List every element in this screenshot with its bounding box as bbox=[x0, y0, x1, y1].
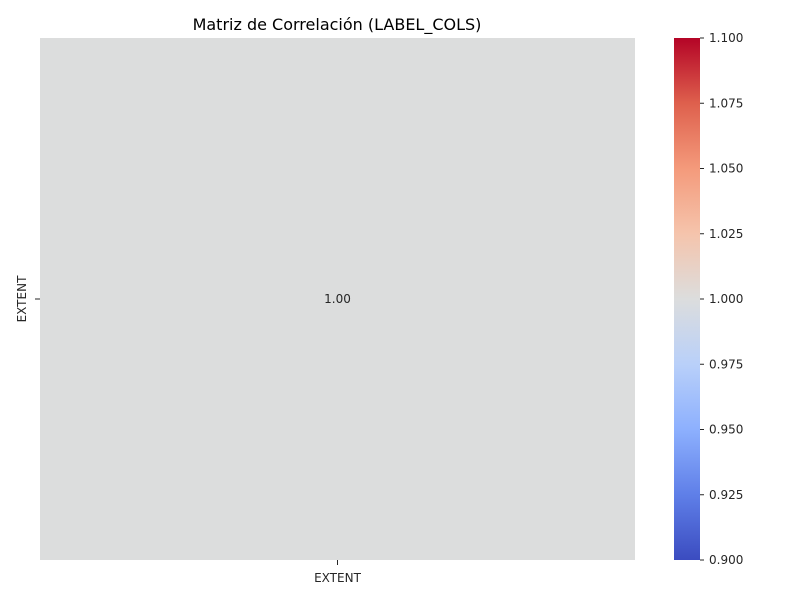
colorbar-tick-label: 0.925 bbox=[709, 488, 743, 502]
colorbar: 0.900 0.925 0.950 0.975 1.000 1.025 1.050 1.075… bbox=[674, 31, 743, 567]
x-axis: EXTENT bbox=[314, 560, 362, 585]
colorbar-tick-label: 0.975 bbox=[709, 357, 743, 371]
cell-annotation: 1.00 bbox=[324, 292, 351, 306]
colorbar-tick-label: 0.900 bbox=[709, 553, 743, 567]
colorbar-tick-label: 1.075 bbox=[709, 96, 743, 110]
colorbar-gradient bbox=[674, 38, 700, 560]
x-tick-label: EXTENT bbox=[314, 571, 361, 585]
heatmap-area: 1.00 bbox=[40, 38, 635, 560]
colorbar-tick-label: 0.950 bbox=[709, 423, 743, 437]
y-tick-label: EXTENT bbox=[15, 275, 29, 322]
colorbar-tick-label: 1.100 bbox=[709, 31, 743, 45]
chart-title: Matriz de Correlación (LABEL_COLS) bbox=[193, 15, 482, 35]
colorbar-tick-label: 1.050 bbox=[709, 162, 743, 176]
y-axis: EXTENT bbox=[15, 275, 40, 322]
heatmap-cell bbox=[40, 38, 635, 560]
colorbar-tick-label: 1.000 bbox=[709, 292, 743, 306]
colorbar-tick-label: 1.025 bbox=[709, 227, 743, 241]
